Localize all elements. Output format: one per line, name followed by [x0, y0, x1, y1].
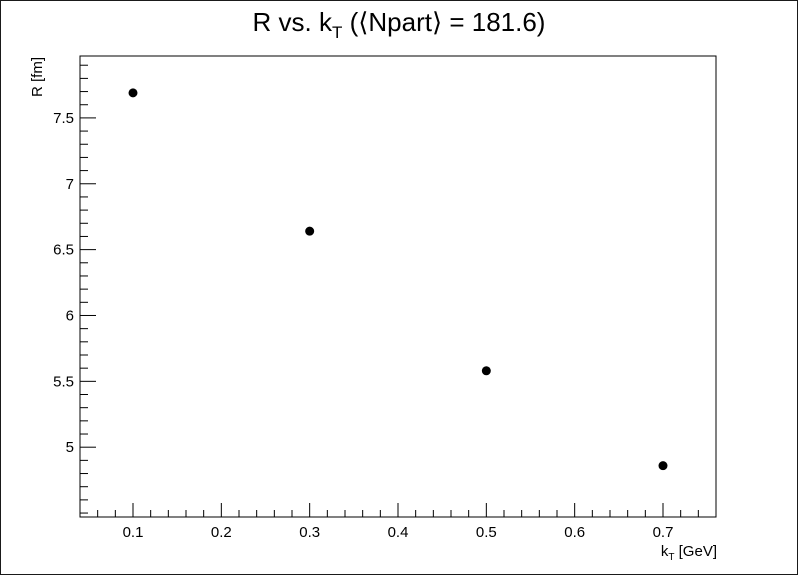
axis-ticks — [79, 64, 717, 517]
y-tick-label: 6.5 — [53, 242, 74, 259]
y-axis-label: R [fm] — [29, 57, 46, 97]
axis-tick-labels: 0.1 0.2 0.3 0.4 0.5 0.6 0.7 5 5.5 6 6.5 7 7.5 — [53, 110, 673, 541]
x-tick-label: 0.4 — [388, 524, 409, 541]
data-point — [305, 226, 315, 236]
data-point — [481, 366, 491, 376]
x-tick-label: 0.6 — [564, 524, 585, 541]
x-tick-label: 0.5 — [476, 524, 497, 541]
y-tick-label: 5 — [66, 439, 74, 456]
y-tick-label: 6 — [66, 307, 74, 324]
data-point — [128, 88, 138, 98]
chart-title-suffix: (⟨Npart⟩ = 181.6) — [342, 7, 545, 37]
x-tick-label: 0.7 — [653, 524, 674, 541]
y-tick-label: 7.5 — [53, 110, 74, 127]
x-axis-label-main: k — [661, 543, 669, 560]
x-tick-label: 0.2 — [211, 524, 232, 541]
x-axis-label: kT [GeV] — [661, 543, 717, 563]
chart-title-main: R vs. k — [253, 7, 333, 37]
plot-area — [79, 55, 717, 518]
chart-title-subscript: T — [332, 23, 342, 42]
x-tick-label: 0.3 — [299, 524, 320, 541]
y-tick-label: 5.5 — [53, 373, 74, 390]
x-tick-label: 0.1 — [123, 524, 144, 541]
data-markers — [128, 88, 668, 471]
data-point — [658, 461, 668, 471]
x-axis-label-suffix: [GeV] — [674, 543, 717, 560]
chart-title: R vs. kT (⟨Npart⟩ = 181.6) — [253, 7, 546, 42]
y-tick-label: 7 — [66, 176, 74, 193]
x-axis-label-subscript: T — [668, 552, 674, 563]
